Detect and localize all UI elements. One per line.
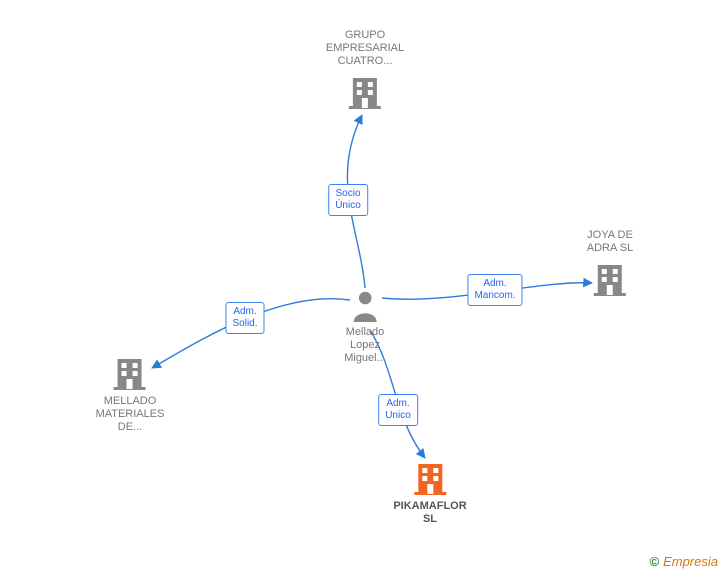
building-icon	[592, 261, 628, 297]
building-icon	[412, 460, 448, 496]
watermark: © Empresia	[649, 554, 718, 569]
edge-label-pikama: Adm. Unico	[378, 394, 418, 426]
company-node-grupo[interactable]: GRUPO EMPRESARIAL CUATRO...	[326, 25, 404, 110]
company-label: MELLADO MATERIALES DE...	[96, 395, 165, 434]
building-icon	[347, 74, 383, 110]
brand-name: Empresia	[663, 554, 718, 569]
center-person-node[interactable]: Mellado Lopez Miguel...	[344, 290, 386, 365]
company-label: GRUPO EMPRESARIAL CUATRO...	[326, 29, 404, 68]
diagram-canvas: Mellado Lopez Miguel... GRUPO EMPRESARIA…	[0, 0, 728, 575]
company-node-pikama[interactable]: PIKAMAFLOR SL	[393, 460, 466, 526]
edge-label-mellmat: Adm. Solid.	[225, 302, 264, 334]
company-node-mellmat[interactable]: MELLADO MATERIALES DE...	[96, 355, 165, 434]
company-label: PIKAMAFLOR SL	[393, 500, 466, 526]
edge-label-joya: Adm. Mancom.	[467, 274, 522, 306]
edge-label-grupo: Socio Único	[328, 184, 368, 216]
building-icon	[112, 355, 148, 391]
company-node-joya[interactable]: JOYA DE ADRA SL	[587, 225, 633, 297]
person-icon	[351, 290, 379, 322]
company-label: JOYA DE ADRA SL	[587, 229, 633, 255]
copyright-symbol: ©	[649, 554, 659, 569]
center-person-label: Mellado Lopez Miguel...	[344, 326, 386, 365]
